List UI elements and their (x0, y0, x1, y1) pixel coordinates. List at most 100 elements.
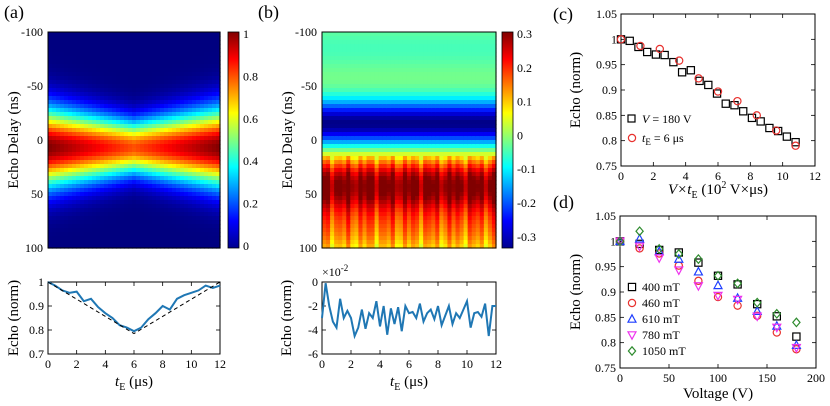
a-heatmap-cell (160, 68, 165, 73)
b-heatmap-cell (338, 204, 343, 209)
a-heatmap-cell (92, 184, 97, 189)
a-line-xtick-label: 2 (74, 357, 80, 371)
b-heatmap-cell (350, 216, 355, 221)
a-heatmap-cell (148, 160, 153, 165)
a-heatmap-cell (92, 124, 97, 129)
b-heatmap-cell (463, 220, 469, 225)
a-heatmap-cell (120, 80, 125, 85)
a-heatmap-cell (176, 184, 181, 189)
a-heatmap-cell (96, 212, 101, 217)
b-heatmap-cell (411, 36, 416, 41)
a-colorbar (227, 31, 240, 249)
a-heatmap-cell (168, 40, 173, 45)
a-heatmap-cell (104, 140, 109, 145)
a-heatmap-cell (72, 164, 77, 169)
a-heatmap-cell (180, 188, 185, 193)
b-heatmap-cell (435, 76, 440, 81)
a-heatmap-cell (100, 84, 105, 89)
b-heatmap-cell (415, 204, 420, 209)
b-heatmap-cell (330, 36, 335, 41)
a-heatmap-cell (84, 192, 89, 197)
a-heatmap-cell (96, 228, 101, 233)
b-heatmap-cell (459, 104, 465, 109)
a-heatmap-cell (60, 196, 65, 201)
b-heatmap-cell (386, 76, 392, 81)
b-heatmap-cell (479, 224, 485, 229)
a-heatmap-cell (176, 76, 181, 81)
b-heatmap-cell (358, 92, 364, 97)
d-legend-marker-0 (627, 282, 637, 292)
b-heatmap-cell (378, 132, 384, 137)
b-heatmap-cell (467, 116, 473, 121)
b-heatmap-cell (322, 100, 327, 105)
a-heatmap-cell (100, 76, 105, 81)
b-heatmap-cell (378, 188, 384, 193)
a-heatmap-cell (140, 96, 145, 101)
a-heatmap-cell (148, 156, 153, 161)
a-heatmap-cell (84, 96, 89, 101)
b-heatmap-cell (398, 136, 404, 141)
b-heatmap-cell (431, 112, 436, 117)
a-heatmap-cell (216, 140, 221, 145)
a-heatmap-cell (100, 52, 105, 57)
b-heatmap-cell (431, 152, 436, 157)
a-heatmap-cell (148, 176, 153, 181)
b-heatmap-cell (406, 204, 412, 209)
a-heatmap-cell (52, 104, 57, 109)
a-heatmap-cell (64, 68, 69, 73)
b-heatmap-cell (415, 104, 420, 109)
b-heatmap-cell (378, 52, 384, 57)
a-heatmap-cell (88, 132, 93, 137)
a-heatmap-cell (208, 216, 213, 221)
a-heatmap-cell (180, 124, 185, 129)
a-heatmap-cell (156, 224, 161, 229)
a-heatmap-cell (140, 92, 145, 97)
b-heatmap-cell (382, 88, 388, 93)
b-heatmap-cell (491, 116, 497, 121)
b-heatmap-cell (467, 196, 473, 201)
b-heatmap-cell (374, 112, 380, 117)
d-series-4-point (792, 317, 801, 328)
d-series-4-point (713, 270, 723, 281)
b-heatmap-cell (378, 64, 384, 69)
a-heatmap-cell (168, 160, 173, 165)
b-heatmap-cell (471, 84, 477, 89)
a-heatmap-cell (76, 92, 81, 97)
a-heatmap-cell (120, 92, 125, 97)
a-heatmap-cell (72, 244, 77, 249)
b-heatmap-cell (435, 68, 440, 73)
a-heatmap-cell (128, 212, 133, 217)
b-heatmap-cell (354, 172, 360, 177)
a-heatmap-cell (92, 44, 97, 49)
c-series-1-point (713, 87, 723, 96)
a-heatmap-cell (144, 216, 149, 221)
a-heatmap-cell (172, 156, 177, 161)
b-heatmap-cell (338, 32, 343, 37)
b-heatmap-cell (431, 76, 436, 81)
a-heatmap-cell (108, 148, 113, 153)
a-heatmap-cell (60, 120, 65, 125)
b-heatmap-cell (443, 196, 449, 201)
a-heatmap-cell (212, 124, 217, 129)
b-heatmap-cell (423, 80, 428, 85)
a-heatmap-cell (92, 40, 97, 45)
a-heatmap-cell (56, 52, 61, 57)
a-heatmap-cell (84, 100, 89, 105)
a-heatmap-cell (112, 216, 117, 221)
b-heatmap-cell (491, 52, 497, 57)
d-legend-marker-4 (627, 345, 637, 357)
a-heatmap-cell (60, 156, 65, 161)
a-heatmap-cell (204, 132, 209, 137)
b-heatmap-cell (447, 180, 453, 185)
a-heatmap-cell (68, 112, 73, 117)
b-heatmap-cell (374, 88, 380, 93)
d-series-4-point (733, 278, 742, 289)
a-heatmap-cell (120, 52, 125, 57)
a-heatmap-cell (68, 156, 73, 161)
a-heatmap-cell (212, 112, 217, 117)
a-heatmap-cell (96, 56, 101, 61)
b-heatmap-cell (374, 80, 380, 85)
b-heatmap-cell (487, 172, 493, 177)
a-heatmap-cell (184, 192, 189, 197)
a-heatmap-cell (112, 44, 117, 49)
